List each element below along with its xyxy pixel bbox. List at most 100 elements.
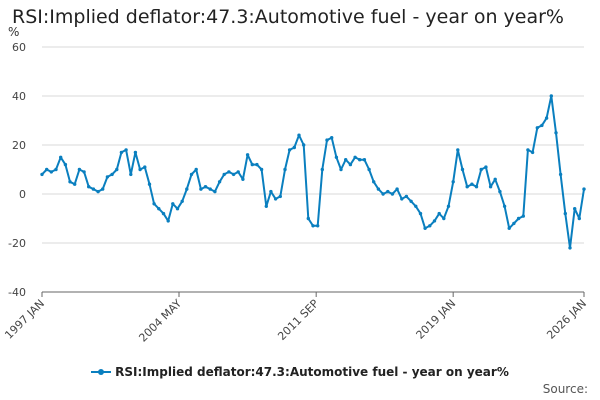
data-point[interactable] (133, 150, 138, 155)
data-point[interactable] (446, 204, 451, 208)
data-point[interactable] (339, 167, 343, 172)
data-point[interactable] (199, 187, 203, 191)
data-point[interactable] (297, 133, 301, 137)
data-point[interactable] (386, 189, 390, 194)
data-point[interactable] (526, 148, 530, 152)
data-point[interactable] (101, 187, 105, 191)
data-point[interactable] (171, 202, 175, 206)
data-point[interactable] (367, 167, 371, 172)
data-point[interactable] (73, 182, 77, 186)
data-point[interactable] (554, 131, 558, 135)
data-point[interactable] (54, 167, 58, 172)
data-point[interactable] (418, 211, 423, 216)
data-point[interactable] (63, 162, 68, 167)
data-point[interactable] (488, 185, 493, 189)
data-point[interactable] (105, 175, 110, 179)
data-point[interactable] (180, 199, 184, 203)
data-point[interactable] (381, 192, 385, 196)
data-point[interactable] (194, 167, 198, 172)
data-point[interactable] (558, 172, 563, 177)
data-point[interactable] (549, 94, 553, 98)
data-point[interactable] (185, 187, 189, 191)
data-point[interactable] (161, 211, 166, 216)
data-point[interactable] (460, 167, 465, 172)
data-point[interactable] (45, 167, 49, 172)
data-point[interactable] (465, 185, 469, 189)
data-point[interactable] (166, 219, 170, 223)
data-point[interactable] (423, 226, 427, 230)
data-point[interactable] (59, 155, 63, 159)
data-point[interactable] (115, 167, 119, 172)
data-point[interactable] (227, 170, 231, 174)
data-point[interactable] (325, 138, 329, 142)
data-point[interactable] (49, 170, 53, 174)
data-point[interactable] (245, 153, 250, 157)
data-point[interactable] (40, 172, 44, 177)
chart-legend[interactable]: RSI:Implied deflator:47.3:Automotive fue… (0, 365, 600, 379)
data-point[interactable] (479, 167, 483, 172)
data-point[interactable] (432, 219, 437, 223)
data-point[interactable] (582, 187, 586, 191)
data-point[interactable] (302, 143, 306, 147)
data-point[interactable] (273, 197, 278, 201)
data-point[interactable] (376, 187, 381, 191)
data-point[interactable] (540, 123, 544, 128)
data-point[interactable] (474, 185, 479, 189)
data-point[interactable] (334, 155, 339, 159)
data-point[interactable] (344, 158, 348, 162)
data-point[interactable] (414, 204, 418, 208)
data-point[interactable] (129, 172, 133, 177)
data-point[interactable] (278, 194, 282, 199)
data-point[interactable] (320, 167, 324, 172)
data-point[interactable] (222, 172, 226, 177)
data-point[interactable] (563, 211, 567, 216)
data-point[interactable] (124, 148, 128, 152)
data-point[interactable] (175, 207, 180, 211)
data-point[interactable] (147, 182, 152, 186)
data-point[interactable] (442, 216, 446, 221)
data-point[interactable] (498, 189, 502, 194)
data-point[interactable] (208, 187, 212, 191)
data-point[interactable] (292, 145, 296, 150)
data-point[interactable] (68, 180, 72, 184)
data-point[interactable] (521, 214, 525, 218)
data-point[interactable] (507, 226, 511, 230)
data-point[interactable] (231, 172, 236, 177)
data-point[interactable] (213, 189, 217, 194)
data-point[interactable] (110, 172, 114, 177)
data-point[interactable] (264, 204, 268, 208)
data-point[interactable] (348, 162, 353, 167)
data-point[interactable] (82, 170, 86, 174)
data-point[interactable] (250, 162, 254, 167)
data-point[interactable] (390, 192, 395, 196)
data-point[interactable] (470, 182, 474, 186)
data-point[interactable] (269, 189, 273, 194)
data-point[interactable] (330, 136, 334, 140)
data-point[interactable] (306, 216, 310, 221)
data-point[interactable] (255, 162, 259, 167)
data-point[interactable] (577, 216, 581, 221)
data-point[interactable] (311, 224, 315, 228)
data-point[interactable] (493, 177, 497, 181)
data-point[interactable] (236, 170, 240, 174)
data-point[interactable] (456, 148, 460, 152)
data-point[interactable] (77, 167, 82, 172)
data-point[interactable] (189, 172, 194, 177)
data-point[interactable] (91, 187, 96, 191)
data-point[interactable] (203, 185, 208, 189)
data-point[interactable] (283, 167, 287, 172)
data-point[interactable] (395, 187, 399, 191)
data-point[interactable] (404, 194, 409, 199)
data-point[interactable] (152, 202, 156, 206)
data-point[interactable] (138, 167, 142, 172)
data-point[interactable] (259, 167, 264, 172)
data-point[interactable] (484, 165, 488, 169)
data-point[interactable] (358, 158, 362, 162)
data-point[interactable] (119, 150, 124, 155)
data-point[interactable] (535, 126, 539, 130)
data-point[interactable] (516, 216, 521, 221)
data-point[interactable] (530, 150, 535, 155)
data-point[interactable] (568, 246, 572, 250)
data-point[interactable] (87, 185, 91, 189)
data-point[interactable] (96, 189, 100, 194)
